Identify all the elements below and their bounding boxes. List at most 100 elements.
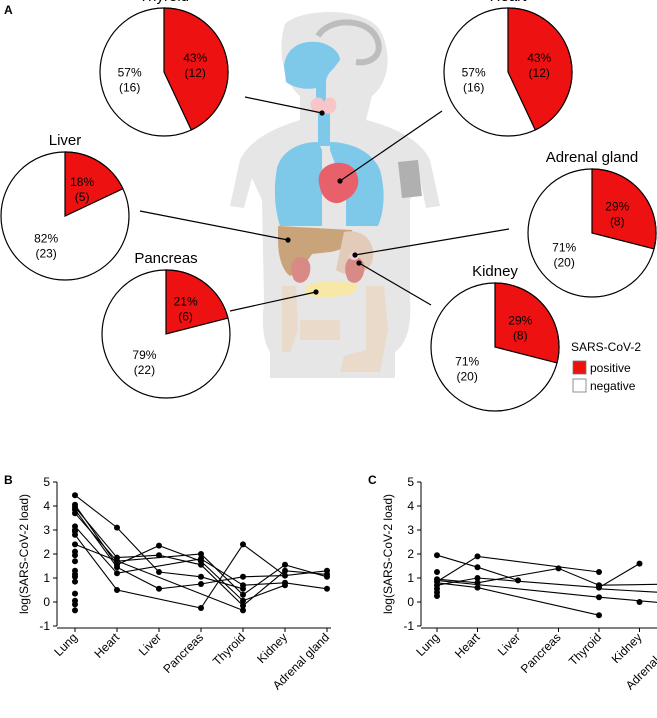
y-tick-label: 5 xyxy=(407,475,414,489)
legend: SARS-CoV-2 positive negative xyxy=(571,340,641,393)
pie-kidney: 29%(8) 71%(20) Kidney xyxy=(430,263,560,412)
data-point xyxy=(114,564,120,571)
brain-outline xyxy=(315,19,382,66)
pie-positive-count: (6) xyxy=(178,310,193,324)
pie-slice-positive xyxy=(163,7,229,131)
series-line xyxy=(436,563,640,589)
series-line xyxy=(74,526,328,590)
connector-kidney xyxy=(358,262,432,306)
data-point xyxy=(596,569,602,575)
pie-negative-pct: 57% xyxy=(462,66,486,80)
data-point xyxy=(474,579,481,586)
connector-heart xyxy=(339,110,443,182)
legend-swatch-negative xyxy=(572,378,587,393)
pie-positive-pct: 29% xyxy=(508,313,532,327)
data-point xyxy=(240,573,246,580)
pie-slice-positive xyxy=(591,168,657,250)
data-point xyxy=(114,570,120,577)
y-tick-label: 2 xyxy=(407,547,414,561)
y-tick-label: 4 xyxy=(407,499,414,513)
pie-title: Thyroid xyxy=(139,0,189,5)
legend-label-negative: negative xyxy=(590,379,636,393)
kidney-left xyxy=(291,256,311,283)
pie-thyroid: 43%(12) 57%(16) Thyroid xyxy=(99,0,229,137)
y-tick-label: 0 xyxy=(407,595,414,609)
pie-title: Kidney xyxy=(472,263,518,280)
data-point xyxy=(198,605,204,611)
data-point xyxy=(72,590,78,597)
pie-positive-pct: 18% xyxy=(70,175,94,189)
data-point xyxy=(282,572,288,579)
connector-kidney-dot xyxy=(356,260,362,266)
data-point xyxy=(240,591,246,598)
legend-label-positive: positive xyxy=(590,361,631,375)
y-tick-label: 4 xyxy=(43,499,50,513)
connector-thyroid xyxy=(244,96,323,114)
x-tick-label-lung: Lung xyxy=(51,630,80,659)
x-tick-label-thyroid: Thyroid xyxy=(210,630,248,668)
pie-negative-pct: 71% xyxy=(552,241,576,255)
connector-adrenal-dot xyxy=(352,252,358,258)
data-point xyxy=(198,573,204,580)
pie-positive-count: (12) xyxy=(185,66,206,80)
pie-liver: 18%(5) 82%(23) Liver xyxy=(0,132,130,281)
data-point xyxy=(240,541,246,548)
data-point xyxy=(198,561,204,568)
data-point xyxy=(240,597,246,604)
y-tick-label: -1 xyxy=(39,619,50,633)
data-point xyxy=(72,601,78,608)
pie-positive-pct: 43% xyxy=(183,51,207,65)
data-point xyxy=(596,612,602,619)
data-point xyxy=(324,585,330,592)
data-point xyxy=(282,582,288,589)
plot-c: log(SARS-CoV-2 load) -1 0 1 2 3 4 5 Lung Heart Liv… xyxy=(381,475,657,692)
data-point xyxy=(114,524,120,531)
data-point xyxy=(72,510,78,517)
data-point xyxy=(434,593,440,599)
pie-negative-count: (16) xyxy=(463,81,484,95)
x-tick-label-heart: Heart xyxy=(452,630,483,661)
x-tick-label-thyroid: Thyroid xyxy=(566,630,604,668)
plot-b: log(SARS-CoV-2 load) -1 0 1 2 3 4 5 Lung Heart Liv… xyxy=(17,475,332,692)
connector-liver-dot xyxy=(285,237,291,243)
data-point xyxy=(72,558,78,565)
panel-label-a: A xyxy=(4,3,13,17)
data-point xyxy=(72,552,78,559)
panel-label-c: C xyxy=(368,473,377,487)
y-tick-label: 1 xyxy=(43,571,50,585)
pie-negative-pct: 79% xyxy=(132,348,156,362)
x-tick-label-pancreas: Pancreas xyxy=(160,630,206,676)
pie-positive-count: (8) xyxy=(610,214,625,228)
data-point xyxy=(156,552,162,559)
pie-positive-pct: 43% xyxy=(527,51,551,65)
series-line xyxy=(74,512,328,596)
pie-slice-positive xyxy=(507,7,573,131)
y-tick-label: 5 xyxy=(43,475,50,489)
pie-pancreas: 21%(6) 79%(22) Pancreas xyxy=(101,250,231,399)
data-point xyxy=(156,542,162,549)
pie-positive-count: (12) xyxy=(529,66,550,80)
pie-title: Heart xyxy=(490,0,528,5)
x-tick-label-pancreas: Pancreas xyxy=(518,630,564,676)
pie-positive-pct: 21% xyxy=(174,295,198,309)
x-tick-label-liver: Liver xyxy=(136,630,164,658)
data-point xyxy=(474,553,481,560)
x-tick-label-heart: Heart xyxy=(91,630,122,661)
legend-title: SARS-CoV-2 xyxy=(571,340,641,354)
pie-slice-positive xyxy=(165,269,229,335)
series-line xyxy=(74,504,286,602)
series-line xyxy=(598,588,657,593)
y-tick-label: 2 xyxy=(43,547,50,561)
data-point xyxy=(72,541,78,548)
pie-negative-count: (22) xyxy=(134,363,155,377)
y-tick-label: 3 xyxy=(407,523,414,537)
intestine-shape xyxy=(282,286,388,372)
pie-negative-pct: 82% xyxy=(34,232,58,246)
data-point xyxy=(72,573,78,580)
pancreas-shape xyxy=(306,281,358,298)
x-tick-label-liver: Liver xyxy=(495,630,523,658)
x-tick-label-kidney: Kidney xyxy=(254,630,290,666)
series-line xyxy=(74,543,244,611)
pie-adrenal-gland: 29%(8) 71%(20) Adrenal gland xyxy=(527,149,657,298)
data-point xyxy=(474,575,481,581)
